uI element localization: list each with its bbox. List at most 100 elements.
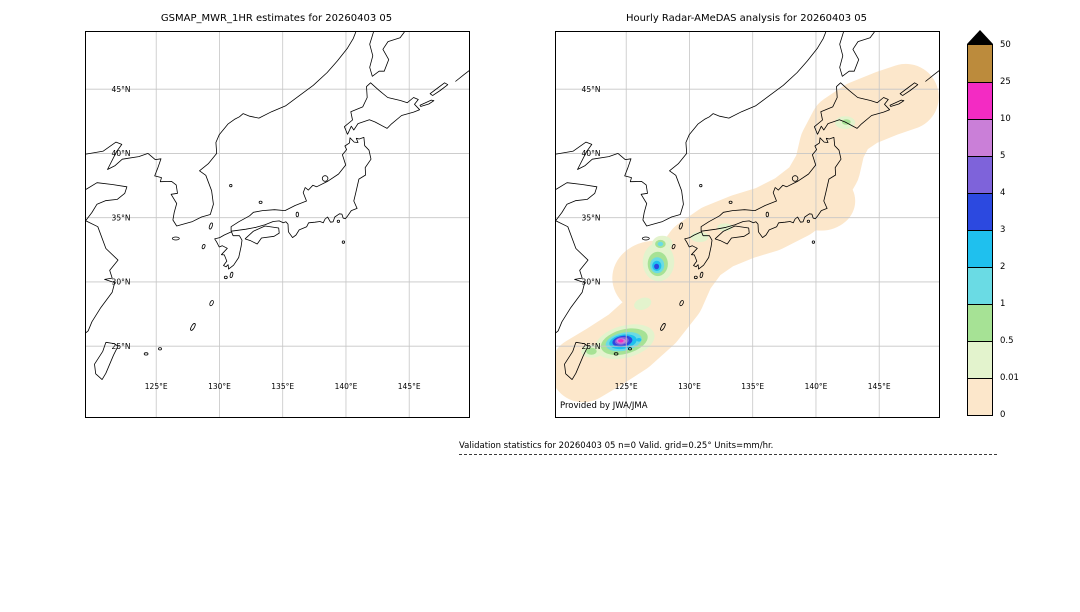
colorbar-segment — [968, 378, 992, 415]
coastline — [227, 32, 357, 125]
radar-amedas-map-panel: 45°N 40°N 35°N 30°N 25°N 125°E 130°E 135°E 140°E… — [555, 31, 940, 418]
colorbar-segment — [968, 45, 992, 82]
lat-label: 30°N — [112, 278, 131, 287]
lat-label: 25°N — [582, 342, 601, 351]
island — [258, 200, 263, 204]
data-provider-credit: Provided by JWA/JMA — [560, 401, 648, 411]
colorbar-tick-label: 0 — [1000, 409, 1006, 420]
precip-blob — [636, 338, 642, 342]
colorbar-tick-label: 4 — [1000, 187, 1006, 198]
lat-label: 40°N — [112, 149, 131, 158]
colorbar-tick-label: 3 — [1000, 224, 1006, 235]
island — [208, 222, 213, 230]
island — [336, 219, 340, 223]
right-panel-title: Hourly Radar-AMeDAS analysis for 2026040… — [625, 13, 868, 24]
left-panel-title: GSMAP_MWR_1HR estimates for 20260403 05 — [160, 13, 393, 24]
colorbar-segment — [968, 341, 992, 378]
coastline — [230, 137, 372, 239]
coastline — [889, 99, 905, 107]
coastline — [343, 82, 421, 135]
radar-amedas-map: 45°N 40°N 35°N 30°N 25°N 125°E 130°E 135°E 140°E… — [556, 32, 939, 417]
colorbar-tick-label: 50 — [1000, 39, 1011, 50]
coastline — [556, 182, 598, 221]
lat-label: 30°N — [582, 278, 601, 287]
island — [201, 243, 206, 250]
colorbar-segment — [968, 119, 992, 156]
coastline — [697, 32, 827, 125]
precip-blob — [618, 339, 624, 343]
axis-labels: 45°N 40°N 35°N 30°N 25°N 125°E 130°E 135°E 140°E… — [112, 85, 421, 391]
colorbar-tick-label: 0.01 — [1000, 372, 1019, 383]
lon-label: 125°E — [145, 382, 168, 391]
lon-label: 140°E — [805, 382, 828, 391]
island — [628, 347, 632, 351]
lon-label: 140°E — [335, 382, 358, 391]
island — [229, 184, 233, 188]
axis-labels: 45°N 40°N 35°N 30°N 25°N 125°E 130°E 135°E 140°E… — [582, 85, 891, 391]
precip-blob — [657, 241, 664, 247]
colorbar-tick-label: 10 — [1000, 113, 1011, 124]
island — [811, 240, 815, 244]
island — [679, 300, 684, 307]
colorbar-segment — [968, 156, 992, 193]
coastline — [86, 141, 149, 170]
lon-label: 145°E — [868, 382, 891, 391]
precip-blob — [586, 347, 597, 355]
coastline — [556, 220, 589, 334]
lon-label: 145°E — [398, 382, 421, 391]
island — [613, 352, 619, 356]
precipitation-layer — [556, 63, 939, 403]
island — [728, 200, 733, 204]
coastline — [617, 123, 699, 227]
coastline — [369, 32, 405, 77]
coastline — [214, 231, 243, 270]
lat-label: 35°N — [112, 213, 131, 222]
colorbar-segment — [968, 193, 992, 230]
graticule — [556, 32, 939, 417]
lat-label: 45°N — [112, 85, 131, 94]
coastline — [147, 123, 229, 227]
graticule — [86, 32, 469, 417]
coastline — [455, 70, 469, 82]
colorbar-tick-label: 2 — [1000, 261, 1006, 272]
colorbar-segment — [968, 82, 992, 119]
coastline — [564, 341, 589, 381]
coastline — [556, 141, 619, 170]
colorbar-tick-label: 0.5 — [1000, 335, 1014, 346]
island — [229, 271, 234, 279]
coastline — [684, 231, 713, 270]
island — [158, 347, 162, 351]
colorbar-segment — [968, 304, 992, 341]
island — [791, 175, 799, 182]
coastline — [86, 220, 119, 334]
island — [190, 323, 196, 331]
island — [171, 236, 180, 241]
island — [341, 240, 345, 244]
island — [223, 275, 228, 280]
lon-label: 130°E — [678, 382, 701, 391]
validation-statistics-text: Validation statistics for 20260403 05 n=… — [459, 441, 997, 455]
island — [699, 184, 703, 188]
island — [699, 271, 704, 279]
coastline — [839, 32, 875, 77]
coastline — [244, 225, 280, 245]
lon-label: 135°E — [271, 382, 294, 391]
island — [693, 275, 698, 280]
colorbar-segment — [968, 230, 992, 267]
coastline — [714, 225, 750, 245]
coastline — [429, 82, 449, 96]
coastline — [94, 341, 119, 381]
coastline — [899, 82, 919, 96]
coastline — [419, 99, 435, 107]
lon-label: 135°E — [741, 382, 764, 391]
coastline — [700, 137, 842, 239]
colorbar-tick-label: 5 — [1000, 150, 1006, 161]
lat-label: 40°N — [582, 149, 601, 158]
coastlines — [556, 32, 939, 381]
island — [806, 219, 810, 223]
colorbar-segment — [968, 267, 992, 304]
precip-blob — [786, 171, 856, 231]
lon-label: 125°E — [615, 382, 638, 391]
colorbar-tick-label: 1 — [1000, 298, 1006, 309]
island — [641, 236, 650, 241]
